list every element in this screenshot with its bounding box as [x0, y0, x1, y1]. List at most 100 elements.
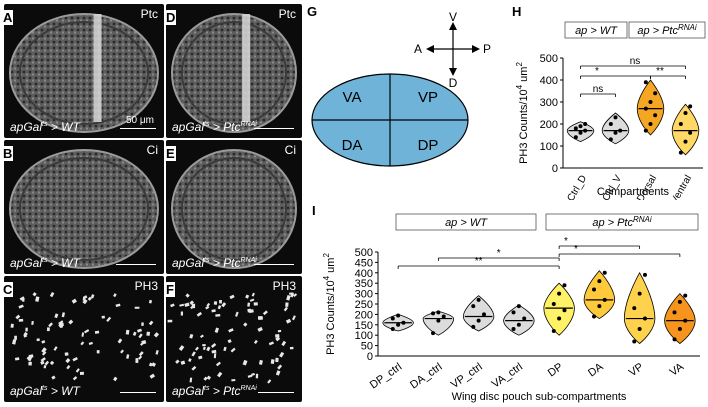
data-point [522, 316, 527, 321]
category-label: DA [586, 361, 606, 380]
significance-2: ** [650, 66, 686, 79]
data-point [642, 316, 647, 321]
category-label: VA_ctrl [490, 361, 525, 391]
y-tick-label: 500 [355, 247, 373, 259]
y-tick-label: 150 [355, 320, 373, 332]
significance-label: * [574, 244, 578, 255]
category-label: DP [546, 361, 565, 380]
data-point [390, 326, 395, 331]
significance-label: ** [475, 256, 483, 267]
data-point [608, 122, 613, 126]
data-point [592, 287, 597, 292]
violin-body [583, 270, 616, 320]
outer-label-d: D [165, 10, 177, 25]
data-point [578, 124, 583, 129]
y-tick-label: 200 [355, 309, 373, 321]
data-point [597, 304, 602, 309]
chart-i: ap > WT ap > PtcRNAi 050100150200250300350… [322, 213, 700, 403]
outer-label-b: B [2, 146, 14, 161]
marker-label-f: PH3 [272, 279, 296, 293]
data-point [551, 329, 556, 334]
y-tick-label: 500 [540, 53, 558, 65]
scale-bar-a [120, 128, 156, 129]
micrograph-b: Ci apGalts > WT [4, 140, 164, 274]
significance-0: ns [580, 84, 616, 97]
chart-h: ap > WT ap > PtcRNAi 0 100 200 300 400 500 PH3 C… [515, 21, 706, 201]
data-point [688, 104, 693, 109]
significance-1: ** [397, 256, 560, 269]
violin-Ventral [671, 103, 700, 156]
scale-bar-f [258, 392, 294, 393]
category-label: Ventral [669, 174, 694, 201]
legend-box-1: ap > PtcRNAi [545, 213, 699, 231]
data-point [592, 314, 597, 319]
y-tick-label: 450 [355, 257, 373, 269]
data-point [396, 322, 401, 327]
data-point [471, 304, 476, 309]
data-point [431, 331, 436, 336]
compartment-diagram: V D A P VA VP DA DP [311, 10, 491, 167]
data-point [436, 318, 441, 323]
y-tick-label: 350 [355, 278, 373, 290]
quadrant-va: VA [343, 89, 362, 106]
violin-VP [623, 271, 656, 345]
x-axis-label: Compartments [597, 186, 670, 198]
data-point [390, 316, 395, 321]
significance-label: ns [630, 56, 641, 67]
scale-bar-d [254, 128, 294, 129]
data-point [653, 113, 658, 118]
y-tick-label: 200 [540, 119, 558, 131]
quadrant-dp: DP [418, 137, 439, 154]
violin-body [671, 103, 700, 156]
y-axis-label: PH3 Counts/104 um2 [322, 253, 337, 355]
data-point [573, 126, 578, 131]
y-tick-label: 100 [355, 330, 373, 342]
y-tick-label: 300 [540, 97, 558, 109]
data-point [678, 150, 683, 155]
micrograph-c: PH3 apGalts > WT [4, 276, 164, 402]
data-point [431, 311, 436, 316]
data-point [637, 291, 642, 296]
data-point [441, 314, 446, 319]
data-point [632, 339, 637, 344]
axis-p: P [483, 42, 491, 56]
data-point [602, 297, 607, 302]
micrograph-f: PH3 apGalts > PtcRNAi [166, 276, 302, 402]
violin-Ctrl_D [566, 121, 595, 143]
data-point [672, 337, 677, 342]
data-point [672, 310, 677, 315]
scale-bar-c [120, 392, 156, 393]
marker-label-a: Ptc [140, 7, 158, 21]
violin-body [664, 293, 696, 345]
x-axis-label: Wing disc pouch sub-compartments [452, 391, 627, 403]
data-point [511, 326, 516, 331]
significance-3: ns [580, 56, 686, 69]
significance-3: * [558, 244, 681, 257]
violin-VA_ctrl [503, 304, 535, 336]
significance-label: * [497, 248, 501, 259]
category-label: VP_ctrl [449, 361, 485, 391]
data-point [683, 139, 688, 144]
outer-label-c: C [2, 282, 14, 297]
quadrant-vp: VP [418, 89, 438, 106]
significance-1: * [580, 66, 651, 79]
data-point [578, 130, 583, 135]
outer-label-e: E [165, 146, 176, 161]
violin-VA [664, 293, 696, 345]
data-point [642, 272, 647, 277]
genotype-label-d: apGalts > PtcRNAi [172, 120, 257, 134]
panel-label-i: I [312, 203, 316, 218]
category-label: VP [627, 361, 646, 379]
marker-label-e: Ci [284, 143, 296, 157]
data-point [643, 80, 648, 85]
data-point [683, 318, 688, 323]
violin-DA [583, 270, 616, 320]
violin-Ctrl_V [601, 112, 630, 145]
data-point [396, 313, 401, 318]
data-point [511, 310, 516, 315]
y-tick-label: 0 [552, 163, 558, 175]
legend-text-0: ap > WT [445, 217, 488, 229]
micrograph-d: Ptc apGalts > PtcRNAi [166, 4, 302, 138]
y-tick-label: 50 [361, 341, 373, 353]
category-label: DA_ctrl [408, 361, 444, 392]
